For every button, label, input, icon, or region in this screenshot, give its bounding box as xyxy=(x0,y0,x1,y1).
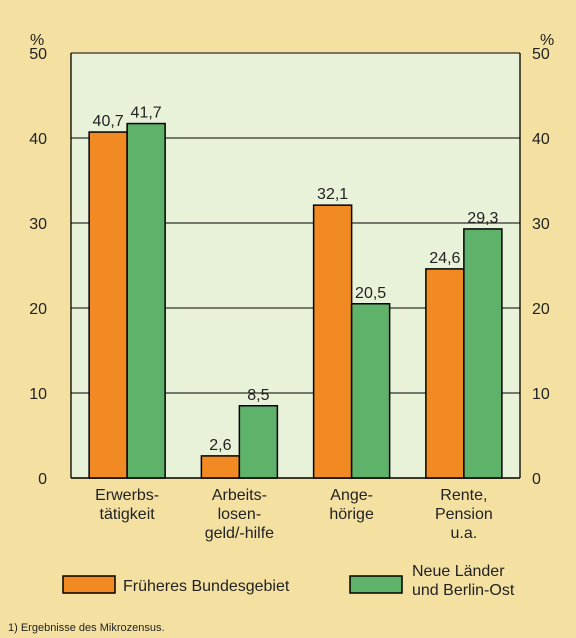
data-label-s1-c2: 20,5 xyxy=(355,285,386,302)
category-label-1-line-0: Arbeits- xyxy=(212,487,267,504)
legend-label-neue-laender: Neue Länder und Berlin-Ost xyxy=(412,563,515,599)
bar-s1-c1 xyxy=(238,405,279,479)
bar-s1-c3 xyxy=(463,228,503,479)
category-label-0-line-1: tätigkeit xyxy=(100,506,156,523)
left-tick-label-0: 0 xyxy=(38,471,47,488)
category-label-3-line-2: u.a. xyxy=(451,525,478,542)
category-label-0-line-0: Erwerbs- xyxy=(95,487,159,504)
data-label-s0-c3: 24,6 xyxy=(429,250,460,267)
bar-s0-c2 xyxy=(312,204,353,479)
legend-label-neue-laender-line-0: Neue Länder xyxy=(412,563,505,580)
data-label-s1-c1: 8,5 xyxy=(247,387,269,404)
data-label-s0-c1: 2,6 xyxy=(209,437,231,454)
right-axis-unit: % xyxy=(540,32,554,49)
right-tick-label-40: 40 xyxy=(532,131,550,148)
right-tick-label-30: 30 xyxy=(532,216,550,233)
left-tick-label-20: 20 xyxy=(29,301,47,318)
left-tick-label-10: 10 xyxy=(29,386,47,403)
bar-s0-c3 xyxy=(425,268,465,479)
legend-label-frueheres-bundesgebiet: Früheres Bundesgebiet xyxy=(123,578,290,595)
category-label-3-line-0: Rente, xyxy=(440,487,487,504)
legend: Früheres Bundesgebiet Neue Länder und Berl… xyxy=(62,563,515,599)
category-label-1-line-1: losen- xyxy=(218,506,262,523)
label-layer: 40,7 41,7 2,6 8,5 32,1 20,5 24,6 29,3 xyxy=(93,105,499,454)
left-axis-unit: % xyxy=(30,32,44,49)
bar-s1-c0 xyxy=(126,122,166,479)
data-label-s1-c0: 41,7 xyxy=(131,105,162,122)
category-label-1: Arbeits-losen-geld/-hilfe xyxy=(205,487,274,542)
data-label-s0-c0: 40,7 xyxy=(93,113,124,130)
category-label-2-line-0: Ange- xyxy=(330,487,373,504)
category-label-2-line-1: hörige xyxy=(329,506,374,523)
category-label-3-line-1: Pension xyxy=(435,506,493,523)
legend-swatch-frueheres-bundesgebiet xyxy=(62,575,116,594)
category-label-3: Rente, Pension u.a. xyxy=(435,487,493,542)
left-tick-label-40: 40 xyxy=(29,131,47,148)
legend-label-neue-laender-line-1: und Berlin-Ost xyxy=(412,582,515,599)
right-tick-label-10: 10 xyxy=(532,386,550,403)
right-tick-label-0: 0 xyxy=(532,471,541,488)
bar-layer xyxy=(88,122,503,479)
right-tick-label-20: 20 xyxy=(532,301,550,318)
legend-swatch-neue-laender xyxy=(349,575,403,594)
left-tick-label-30: 30 xyxy=(29,216,47,233)
axis-layer: 0 0 10 10 20 20 30 30 40 40 50 50 Erwerbs-tätigkeit A… xyxy=(29,46,550,542)
data-label-s0-c2: 32,1 xyxy=(317,186,348,203)
category-label-2: Ange-hörige xyxy=(329,487,374,523)
right-tick-label-50: 50 xyxy=(532,46,550,63)
left-tick-label-50: 50 xyxy=(29,46,47,63)
category-label-0: Erwerbs-tätigkeit xyxy=(95,487,159,523)
data-label-s1-c3: 29,3 xyxy=(467,210,498,227)
bar-s0-c0 xyxy=(88,131,128,479)
footnote: 1) Ergebnisse des Mikrozensus. xyxy=(8,622,165,634)
bar-s1-c2 xyxy=(350,303,391,479)
category-label-1-line-2: geld/-hilfe xyxy=(205,525,274,542)
bar-s0-c1 xyxy=(200,455,241,479)
